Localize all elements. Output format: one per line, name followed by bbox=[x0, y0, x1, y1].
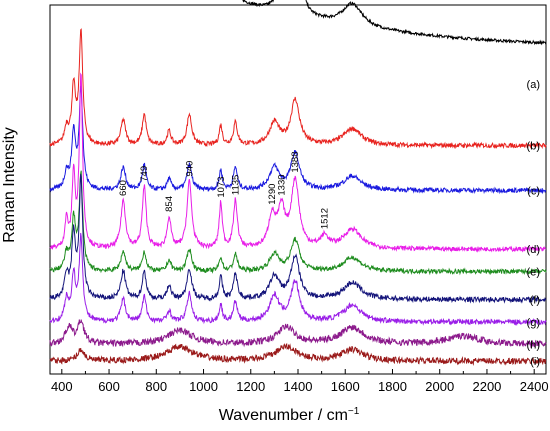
peak-annotations: 4816637659371132133413831401660749854940… bbox=[118, 152, 330, 230]
peak-annotation: 1135 bbox=[230, 175, 241, 195]
peak-annotation: 749 bbox=[139, 166, 150, 182]
x-axis-title-main: Wavenumber / cm bbox=[219, 407, 348, 424]
series-line bbox=[242, 0, 547, 46]
series-label: (g) bbox=[527, 317, 540, 329]
x-tick-label: 2200 bbox=[472, 379, 501, 394]
series-line bbox=[49, 84, 547, 195]
peak-annotation: 1290 bbox=[267, 184, 278, 205]
peak-annotation: 1330 bbox=[276, 174, 287, 195]
peak-annotation: 1388 bbox=[290, 152, 301, 173]
series-label: (b) bbox=[527, 141, 540, 153]
x-tick-label: 1400 bbox=[284, 379, 313, 394]
x-tick-label: 1800 bbox=[378, 379, 407, 394]
peak-annotation: 1073 bbox=[216, 176, 227, 197]
peak-annotation: 660 bbox=[118, 180, 129, 196]
x-tick-label: 1600 bbox=[331, 379, 360, 394]
x-tick-label: 2400 bbox=[520, 379, 549, 394]
x-axis-title-superscript: −1 bbox=[348, 406, 360, 417]
series-label: (a) bbox=[527, 79, 540, 91]
series-line bbox=[49, 319, 547, 349]
x-axis-ticks: 400 600 800 1000 1200 1400 1600 1800 2000 2200 240… bbox=[51, 369, 549, 394]
series-label: (i) bbox=[530, 356, 540, 368]
x-tick-label: 800 bbox=[145, 379, 167, 394]
spectra-series bbox=[49, 0, 547, 366]
series-label: (e) bbox=[527, 267, 540, 279]
series-line bbox=[49, 170, 547, 276]
x-tick-label: 1200 bbox=[236, 379, 265, 394]
x-tick-label: 2000 bbox=[425, 379, 454, 394]
series-line bbox=[49, 174, 547, 304]
x-tick-label: 400 bbox=[51, 379, 73, 394]
series-labels: (a) (b) (c) (d) (e) (f) (g) (h) (i) bbox=[527, 79, 540, 368]
x-tick-label: 1000 bbox=[189, 379, 218, 394]
series-line bbox=[49, 72, 547, 253]
series-label: (c) bbox=[527, 185, 540, 197]
peak-annotation: 854 bbox=[164, 196, 175, 212]
series-line bbox=[49, 28, 547, 150]
series-label: (f) bbox=[530, 295, 540, 307]
series-line bbox=[49, 342, 547, 366]
series-label: (h) bbox=[527, 339, 540, 351]
x-axis-title: Wavenumber / cm−1 bbox=[219, 406, 360, 424]
series-line bbox=[49, 232, 547, 327]
peak-annotation: 1512 bbox=[319, 208, 330, 229]
peak-annotation: 940 bbox=[184, 161, 195, 177]
y-axis-title: Raman Intensity bbox=[1, 127, 18, 243]
series-label: (d) bbox=[527, 244, 540, 256]
x-tick-label: 600 bbox=[98, 379, 120, 394]
